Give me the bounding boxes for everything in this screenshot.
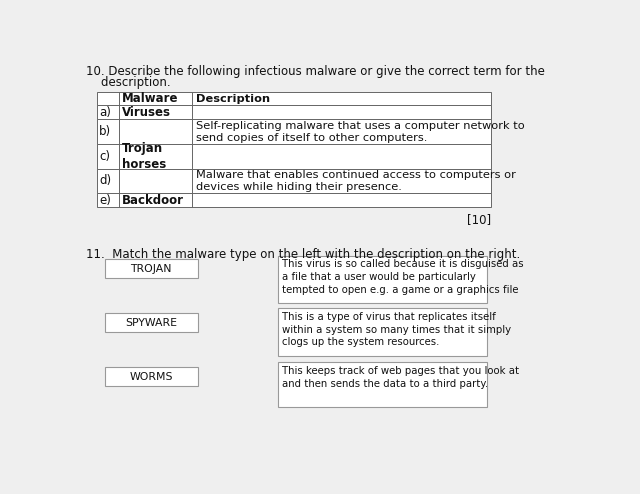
Bar — [105, 313, 198, 332]
Text: TROJAN: TROJAN — [131, 264, 172, 274]
Bar — [278, 308, 487, 356]
Text: description.: description. — [86, 76, 171, 89]
Bar — [105, 367, 198, 386]
Text: 11.  Match the malware type on the left with the description on the right.: 11. Match the malware type on the left w… — [86, 248, 520, 261]
Text: This keeps track of web pages that you look at
and then sends the data to a thir: This keeps track of web pages that you l… — [282, 366, 518, 389]
Text: [10]: [10] — [467, 213, 491, 226]
Text: Viruses: Viruses — [122, 106, 171, 119]
Text: Description: Description — [196, 93, 270, 104]
Text: This is a type of virus that replicates itself
within a system so many times tha: This is a type of virus that replicates … — [282, 312, 511, 347]
Text: 10. Describe the following infectious malware or give the correct term for the: 10. Describe the following infectious ma… — [86, 65, 545, 79]
Bar — [97, 106, 491, 120]
Bar — [278, 255, 487, 303]
Bar — [97, 144, 491, 168]
Text: Trojan
horses: Trojan horses — [122, 142, 166, 170]
Bar — [278, 362, 487, 407]
Bar — [105, 259, 198, 278]
Text: Self-replicating malware that uses a computer network to
send copies of itself t: Self-replicating malware that uses a com… — [196, 121, 525, 143]
Bar — [97, 120, 491, 144]
Text: Malware that enables continued access to computers or
devices while hiding their: Malware that enables continued access to… — [196, 170, 516, 192]
Text: e): e) — [99, 194, 111, 206]
Text: a): a) — [99, 106, 111, 119]
Text: This virus is so called because it is disguised as
a file that a user would be p: This virus is so called because it is di… — [282, 259, 523, 295]
Text: SPYWARE: SPYWARE — [125, 318, 177, 328]
Bar — [97, 91, 491, 106]
Text: c): c) — [99, 150, 110, 163]
Bar — [97, 193, 491, 207]
Bar — [97, 168, 491, 193]
Text: Malware: Malware — [122, 92, 179, 105]
Text: Backdoor: Backdoor — [122, 194, 184, 206]
Text: b): b) — [99, 125, 111, 138]
Text: d): d) — [99, 174, 111, 187]
Text: WORMS: WORMS — [129, 371, 173, 381]
